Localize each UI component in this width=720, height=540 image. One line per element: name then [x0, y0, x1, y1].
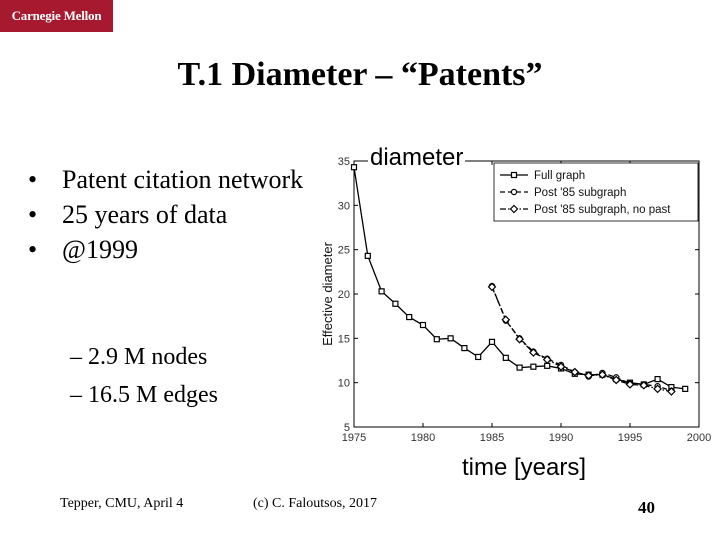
- sub-bullet-item: – 2.9 M nodes: [70, 344, 208, 370]
- data-point: [542, 355, 552, 364]
- data-point: [475, 353, 482, 361]
- data-point: [502, 354, 509, 361]
- data-point: [515, 334, 524, 344]
- data-point: [530, 363, 537, 370]
- data-point: [461, 344, 468, 352]
- data-point: [516, 364, 523, 371]
- bullet-text: @1999: [62, 235, 138, 264]
- data-point: [654, 376, 661, 383]
- legend: Full graph Post '85 subgraph Post '85 subg…: [493, 162, 699, 222]
- data-point: [406, 313, 413, 321]
- data-point: [639, 380, 649, 390]
- x-tick-label: 1980: [411, 432, 435, 444]
- legend-label: Post '85 subgraph, no past: [534, 204, 671, 216]
- sub-bullet-list: – 2.9 M nodes – 16.5 M edges: [70, 338, 218, 414]
- bullet-dot: •: [28, 235, 38, 264]
- data-point: [570, 367, 580, 377]
- data-point: [544, 362, 551, 369]
- y-axis-label: Effective diameter: [320, 241, 335, 345]
- data-point: [584, 371, 593, 380]
- y-tick-label: 15: [338, 333, 350, 345]
- data-point: [598, 370, 607, 380]
- data-point: [529, 348, 538, 357]
- legend-label: Full graph: [534, 170, 585, 182]
- data-point: [350, 164, 358, 171]
- data-point: [510, 188, 518, 196]
- y-tick-label: 30: [338, 200, 350, 212]
- sub-bullet-item: – 16.5 M edges: [70, 382, 218, 408]
- data-point: [611, 375, 621, 385]
- slide-title: T.1 Diameter – “Patents”: [177, 56, 543, 93]
- data-point: [509, 204, 519, 214]
- data-point: [433, 336, 440, 343]
- footer-center: (c) C. Faloutsos, 2017: [253, 496, 378, 511]
- diameter-chart: 1975 1980 1985 1990 1995 2000 5 10 15 20 25 30 35 Eff…: [320, 156, 711, 444]
- logo-text: Carnegie Mellon: [11, 8, 102, 23]
- time-annotation: time [years]: [462, 454, 587, 481]
- data-point: [392, 300, 399, 307]
- x-tick-label: 1975: [342, 432, 366, 444]
- bullet-text: Patent citation network: [62, 165, 304, 194]
- data-point: [510, 171, 518, 179]
- y-tick-label: 25: [338, 245, 350, 257]
- legend-label: Post '85 subgraph: [534, 187, 626, 199]
- bullet-text: 25 years of data: [62, 200, 228, 229]
- data-point: [488, 338, 496, 345]
- data-point: [378, 288, 385, 295]
- bullet-item: • @1999: [28, 234, 328, 265]
- x-tick-label: 1990: [549, 432, 573, 444]
- x-tick-label: 2000: [687, 432, 711, 444]
- bullet-list: • Patent citation network • 25 years of …: [28, 164, 328, 269]
- diameter-annotation: diameter: [368, 144, 466, 172]
- y-tick-label: 5: [344, 422, 350, 434]
- data-point: [419, 321, 427, 329]
- x-tick-label: 1985: [480, 432, 504, 444]
- data-point: [501, 315, 511, 325]
- data-point: [364, 252, 371, 259]
- data-point: [682, 385, 689, 392]
- series-diamond: [487, 282, 676, 396]
- university-logo: Carnegie Mellon: [0, 0, 113, 32]
- data-point: [625, 380, 635, 389]
- data-point: [667, 387, 676, 396]
- y-tick-label: 10: [338, 378, 350, 390]
- data-point: [487, 282, 497, 292]
- bullet-item: • Patent citation network: [28, 164, 328, 195]
- bullet-dot: •: [28, 165, 38, 194]
- footer-left: Tepper, CMU, April 4: [60, 496, 184, 511]
- x-tick-label: 1995: [618, 432, 642, 444]
- data-point: [653, 384, 662, 394]
- data-point: [556, 362, 566, 372]
- bullet-item: • 25 years of data: [28, 199, 328, 230]
- y-tick-label: 20: [338, 289, 350, 301]
- page-number: 40: [638, 498, 655, 517]
- data-point: [447, 335, 454, 342]
- y-tick-label: 35: [338, 156, 350, 168]
- bullet-dot: •: [28, 200, 38, 229]
